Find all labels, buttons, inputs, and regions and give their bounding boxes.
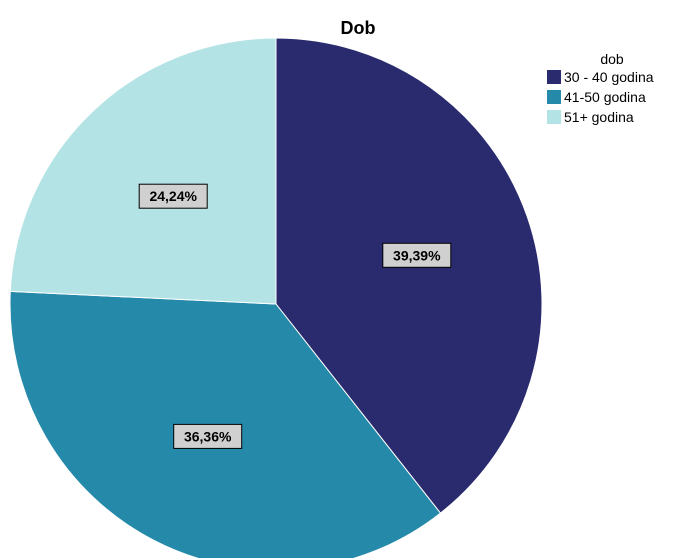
pie-slices (9, 37, 543, 558)
pie-data-labels: 39,39% 36,36% 24,24% (138, 183, 452, 449)
data-label-text: 36,36% (184, 428, 232, 444)
legend-label-41-50-godina: 41-50 godina (564, 89, 646, 105)
data-label-text: 39,39% (393, 247, 441, 263)
data-label-30-40-godina: 39,39% (382, 242, 452, 268)
legend-swatch-30-40-godina (547, 70, 561, 84)
pie-slice-30-40-godina (275, 37, 543, 514)
data-label-box (138, 183, 208, 209)
data-label-box (382, 242, 452, 268)
pie-slice-51-godina (9, 37, 277, 305)
legend-label-30-40-godina: 30 - 40 godina (564, 69, 654, 85)
legend-swatch-41-50-godina (547, 90, 561, 104)
data-label-box (173, 423, 243, 449)
legend-title: dob (600, 51, 624, 67)
data-label-text: 24,24% (149, 188, 197, 204)
data-label-41-50-godina: 36,36% (173, 423, 243, 449)
legend: dob 30 - 40 godina 41-50 godina 51+ godina (547, 51, 654, 125)
data-label-51-godina: 24,24% (138, 183, 208, 209)
legend-swatch-51-godina (547, 110, 561, 124)
chart-title: Dob (341, 18, 376, 38)
legend-label-51-godina: 51+ godina (564, 109, 634, 125)
